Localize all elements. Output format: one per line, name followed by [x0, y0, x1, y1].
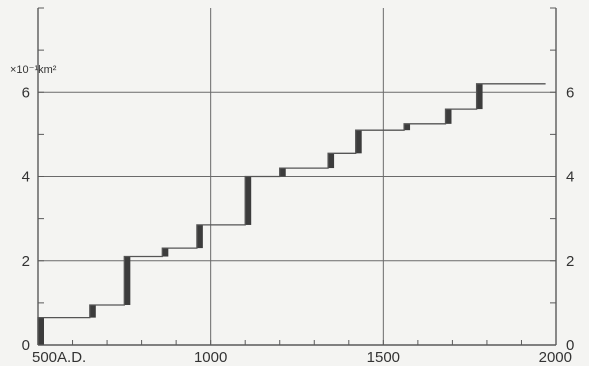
increment-bar [124, 256, 131, 305]
increment-bar [355, 130, 362, 154]
y-tick-label-right: 2 [566, 253, 574, 270]
increment-bar [162, 248, 169, 257]
increment-bars [38, 83, 483, 345]
y-tick-label-right: 6 [566, 84, 574, 101]
step-line [37, 83, 546, 345]
y-tick-label-left: 2 [22, 253, 30, 270]
y-tick-label-right: 0 [566, 337, 574, 354]
x-tick-label: 1000 [194, 349, 227, 366]
increment-bar [245, 176, 252, 225]
grid-lines [38, 8, 556, 345]
tick-labels: 0 2 4 6 0 2 4 6 500A.D. 1000 1500 2000 [22, 84, 575, 366]
increment-bar [445, 109, 452, 124]
y-tick-label-left: 4 [22, 169, 30, 186]
y-tick-label-left: 6 [22, 84, 30, 101]
increment-bar [279, 168, 286, 177]
axis-ticks [37, 7, 557, 346]
increment-bar [196, 224, 203, 249]
y-tick-label-right: 4 [566, 169, 574, 186]
series-lines [37, 83, 546, 345]
increment-bar [404, 123, 411, 131]
x-tick-label: 1500 [367, 349, 400, 366]
x-tick-label: 2000 [539, 349, 572, 366]
y-axis-unit-label: ×10⁻¹km² [10, 64, 57, 76]
increment-bar [38, 317, 44, 345]
increment-bar [89, 304, 96, 318]
x-tick-label: 500A.D. [32, 349, 86, 366]
increment-bar [476, 83, 483, 110]
increment-bar [328, 153, 335, 169]
y-tick-label-left: 0 [22, 337, 30, 354]
